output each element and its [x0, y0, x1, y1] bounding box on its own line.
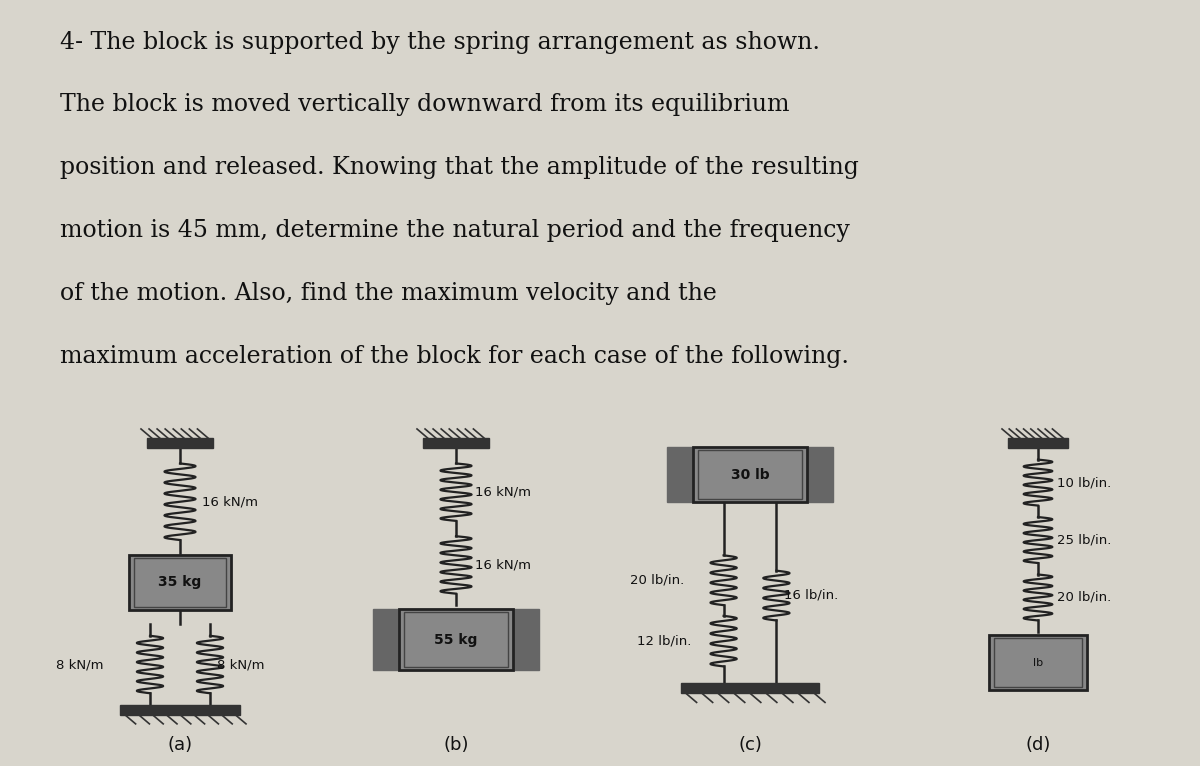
Bar	[698, 450, 803, 499]
Text: (a): (a)	[168, 735, 192, 754]
Text: 16 kN/m: 16 kN/m	[475, 558, 532, 571]
Text: 12 lb/in.: 12 lb/in.	[637, 635, 691, 647]
Text: maximum acceleration of the block for each case of the following.: maximum acceleration of the block for ea…	[60, 345, 850, 368]
Bar	[133, 558, 226, 607]
Bar	[994, 638, 1082, 687]
Text: 25 lb/in.: 25 lb/in.	[1057, 534, 1111, 546]
Bar	[989, 635, 1087, 690]
Text: 4- The block is supported by the spring arrangement as shown.: 4- The block is supported by the spring …	[60, 31, 820, 54]
Bar	[398, 609, 514, 670]
Bar	[148, 438, 214, 448]
Bar	[694, 447, 808, 502]
Bar	[373, 609, 400, 670]
Text: 16 lb/in.: 16 lb/in.	[784, 589, 838, 601]
Text: 30 lb: 30 lb	[731, 468, 769, 482]
Text: position and released. Knowing that the amplitude of the resulting: position and released. Knowing that the …	[60, 156, 859, 179]
Text: motion is 45 mm, determine the natural period and the frequency: motion is 45 mm, determine the natural p…	[60, 219, 850, 242]
Text: 20 lb/in.: 20 lb/in.	[1057, 591, 1111, 604]
Text: 8 kN/m: 8 kN/m	[217, 659, 265, 671]
Text: 10 lb/in.: 10 lb/in.	[1057, 476, 1111, 489]
Bar	[128, 555, 230, 610]
Text: of the motion. Also, find the maximum velocity and the: of the motion. Also, find the maximum ve…	[60, 282, 716, 305]
Bar	[808, 447, 833, 502]
Text: 35 kg: 35 kg	[158, 575, 202, 589]
Bar	[120, 705, 240, 715]
Text: 16 kN/m: 16 kN/m	[202, 496, 258, 508]
Text: lb: lb	[1033, 657, 1043, 668]
Text: The block is moved vertically downward from its equilibrium: The block is moved vertically downward f…	[60, 93, 790, 116]
Bar	[403, 612, 509, 667]
Bar	[424, 438, 490, 448]
Bar	[682, 683, 818, 693]
Text: 20 lb/in.: 20 lb/in.	[630, 574, 684, 586]
Text: 16 kN/m: 16 kN/m	[475, 486, 532, 498]
Text: 55 kg: 55 kg	[434, 633, 478, 647]
Bar	[514, 609, 540, 670]
Text: (c): (c)	[738, 735, 762, 754]
Text: (d): (d)	[1025, 735, 1051, 754]
Bar	[1008, 438, 1068, 448]
Text: 8 kN/m: 8 kN/m	[56, 659, 104, 671]
Bar	[667, 447, 694, 502]
Text: (b): (b)	[443, 735, 469, 754]
